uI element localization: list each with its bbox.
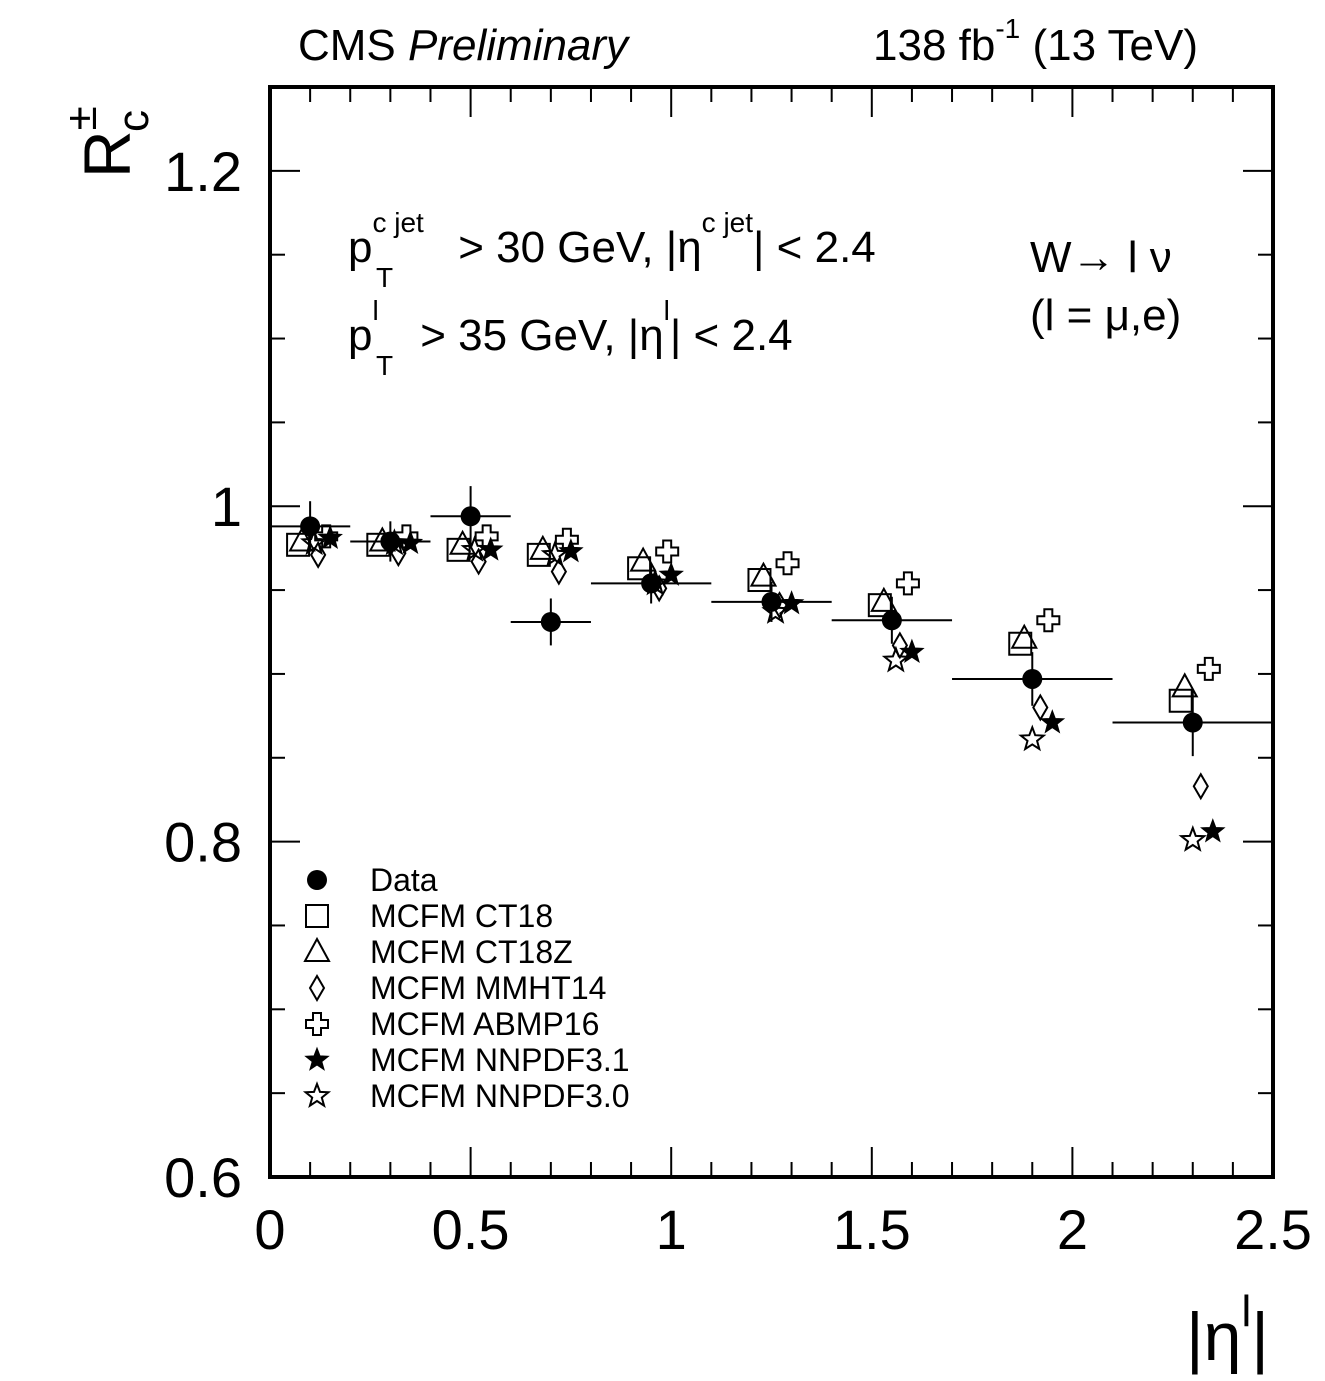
lumi-text: 138 fb: [873, 21, 995, 70]
status: Preliminary: [408, 21, 631, 70]
marker: [761, 591, 782, 612]
marker: [881, 610, 902, 631]
marker: [899, 638, 925, 663]
marker: [540, 611, 561, 632]
legend-label: MCFM NNPDF3.1: [370, 1042, 630, 1078]
marker: [867, 593, 892, 618]
legend-label: MCFM NNPDF3.0: [370, 1078, 630, 1114]
marker: [747, 568, 772, 593]
legend-label: MCFM MMHT14: [370, 970, 606, 1006]
cut-text: | < 2.4: [753, 223, 876, 272]
marker: [446, 537, 471, 562]
legend-marker: [307, 870, 327, 890]
y-label-main: R: [70, 130, 144, 178]
cut-sup: l: [664, 295, 670, 326]
legend-marker: [302, 1081, 332, 1109]
cut-sup: l: [372, 295, 378, 326]
x-tick-label: 2: [1057, 1198, 1088, 1261]
y-tick-label: 1: [211, 475, 242, 538]
legend-label: MCFM ABMP16: [370, 1006, 599, 1042]
marker: [775, 551, 800, 576]
marker: [1032, 693, 1049, 722]
x-label-end: |: [1251, 1299, 1269, 1375]
cut-text: > 30 GeV, |η: [446, 223, 702, 272]
legend-label: Data: [370, 862, 438, 898]
marker: [394, 524, 419, 549]
marker: [460, 506, 481, 527]
marker: [474, 524, 499, 549]
y-tick-label: 0.6: [164, 1146, 242, 1209]
marker: [627, 556, 652, 581]
x-tick-label: 2.5: [1234, 1198, 1312, 1261]
experiment: CMS: [298, 21, 396, 70]
x-tick-label: 1: [656, 1198, 687, 1261]
marker: [550, 557, 568, 586]
marker: [526, 542, 551, 567]
legend-marker: [305, 904, 329, 928]
marker: [1036, 608, 1061, 633]
y-axis-label: R±c: [57, 106, 158, 178]
cut-sup: c jet: [372, 207, 424, 238]
marker: [655, 539, 680, 564]
marker: [1008, 631, 1033, 656]
marker: [1018, 724, 1047, 752]
y-label-sub: c: [109, 110, 158, 132]
y-tick-label: 1.2: [164, 140, 242, 203]
marker: [380, 531, 401, 552]
legend-marker: [305, 1012, 329, 1036]
legend-marker: [304, 1046, 330, 1071]
marker: [1171, 672, 1199, 698]
marker: [300, 516, 321, 537]
marker: [1178, 825, 1207, 852]
marker: [1022, 668, 1043, 689]
marker: [1200, 818, 1226, 843]
cut-p: p: [348, 311, 372, 360]
y-label-sup: ±: [57, 106, 106, 130]
x-label-sup: l: [1241, 1287, 1251, 1336]
chart-title: CMS Preliminary: [298, 21, 631, 70]
marker: [891, 631, 909, 660]
cut-p: p: [348, 223, 372, 272]
marker: [1168, 688, 1193, 713]
marker: [1192, 772, 1209, 801]
process-leptons: (l = μ,e): [1030, 291, 1181, 340]
cut-sub: T: [376, 262, 393, 293]
x-tick-label: 0.5: [432, 1198, 510, 1261]
marker: [529, 534, 557, 560]
marker: [895, 571, 920, 596]
legend-label: MCFM CT18Z: [370, 934, 573, 970]
y-tick-label: 0.8: [164, 811, 242, 874]
x-axis-label: |ηl|: [1186, 1287, 1269, 1375]
x-label-main: |η: [1186, 1299, 1241, 1375]
cut-jet: pc jet T > 30 GeV, |ηc jet| < 2.4: [348, 207, 876, 293]
cut-text: | < 2.4: [670, 311, 793, 360]
marker: [1182, 712, 1203, 733]
cut-sub: T: [376, 350, 393, 381]
cut-text: > 35 GeV, |η: [408, 311, 664, 360]
lumi-exp: -1: [995, 13, 1020, 44]
lumi: 138 fb-1 (13 TeV): [873, 13, 1198, 70]
process: W→ l ν: [1030, 233, 1172, 282]
marker: [641, 573, 662, 594]
marker: [470, 547, 487, 576]
marker: [1196, 656, 1221, 681]
marker: [554, 527, 579, 552]
legend-marker: [308, 974, 326, 1002]
cut-lepton: pl T > 35 GeV, |ηl| < 2.4: [348, 295, 793, 381]
plot-frame: [268, 85, 1275, 1179]
lumi-energy: (13 TeV): [1020, 21, 1198, 70]
cut-sup: c jet: [702, 207, 754, 238]
marker: [1010, 623, 1038, 649]
x-tick-label: 0: [254, 1198, 285, 1261]
x-tick-label: 1.5: [833, 1198, 911, 1261]
marker: [286, 532, 311, 557]
marker: [1039, 709, 1066, 734]
marker: [881, 645, 910, 673]
legend-marker: [303, 936, 331, 962]
legend-label: MCFM CT18: [370, 898, 553, 934]
marker: [658, 561, 684, 586]
